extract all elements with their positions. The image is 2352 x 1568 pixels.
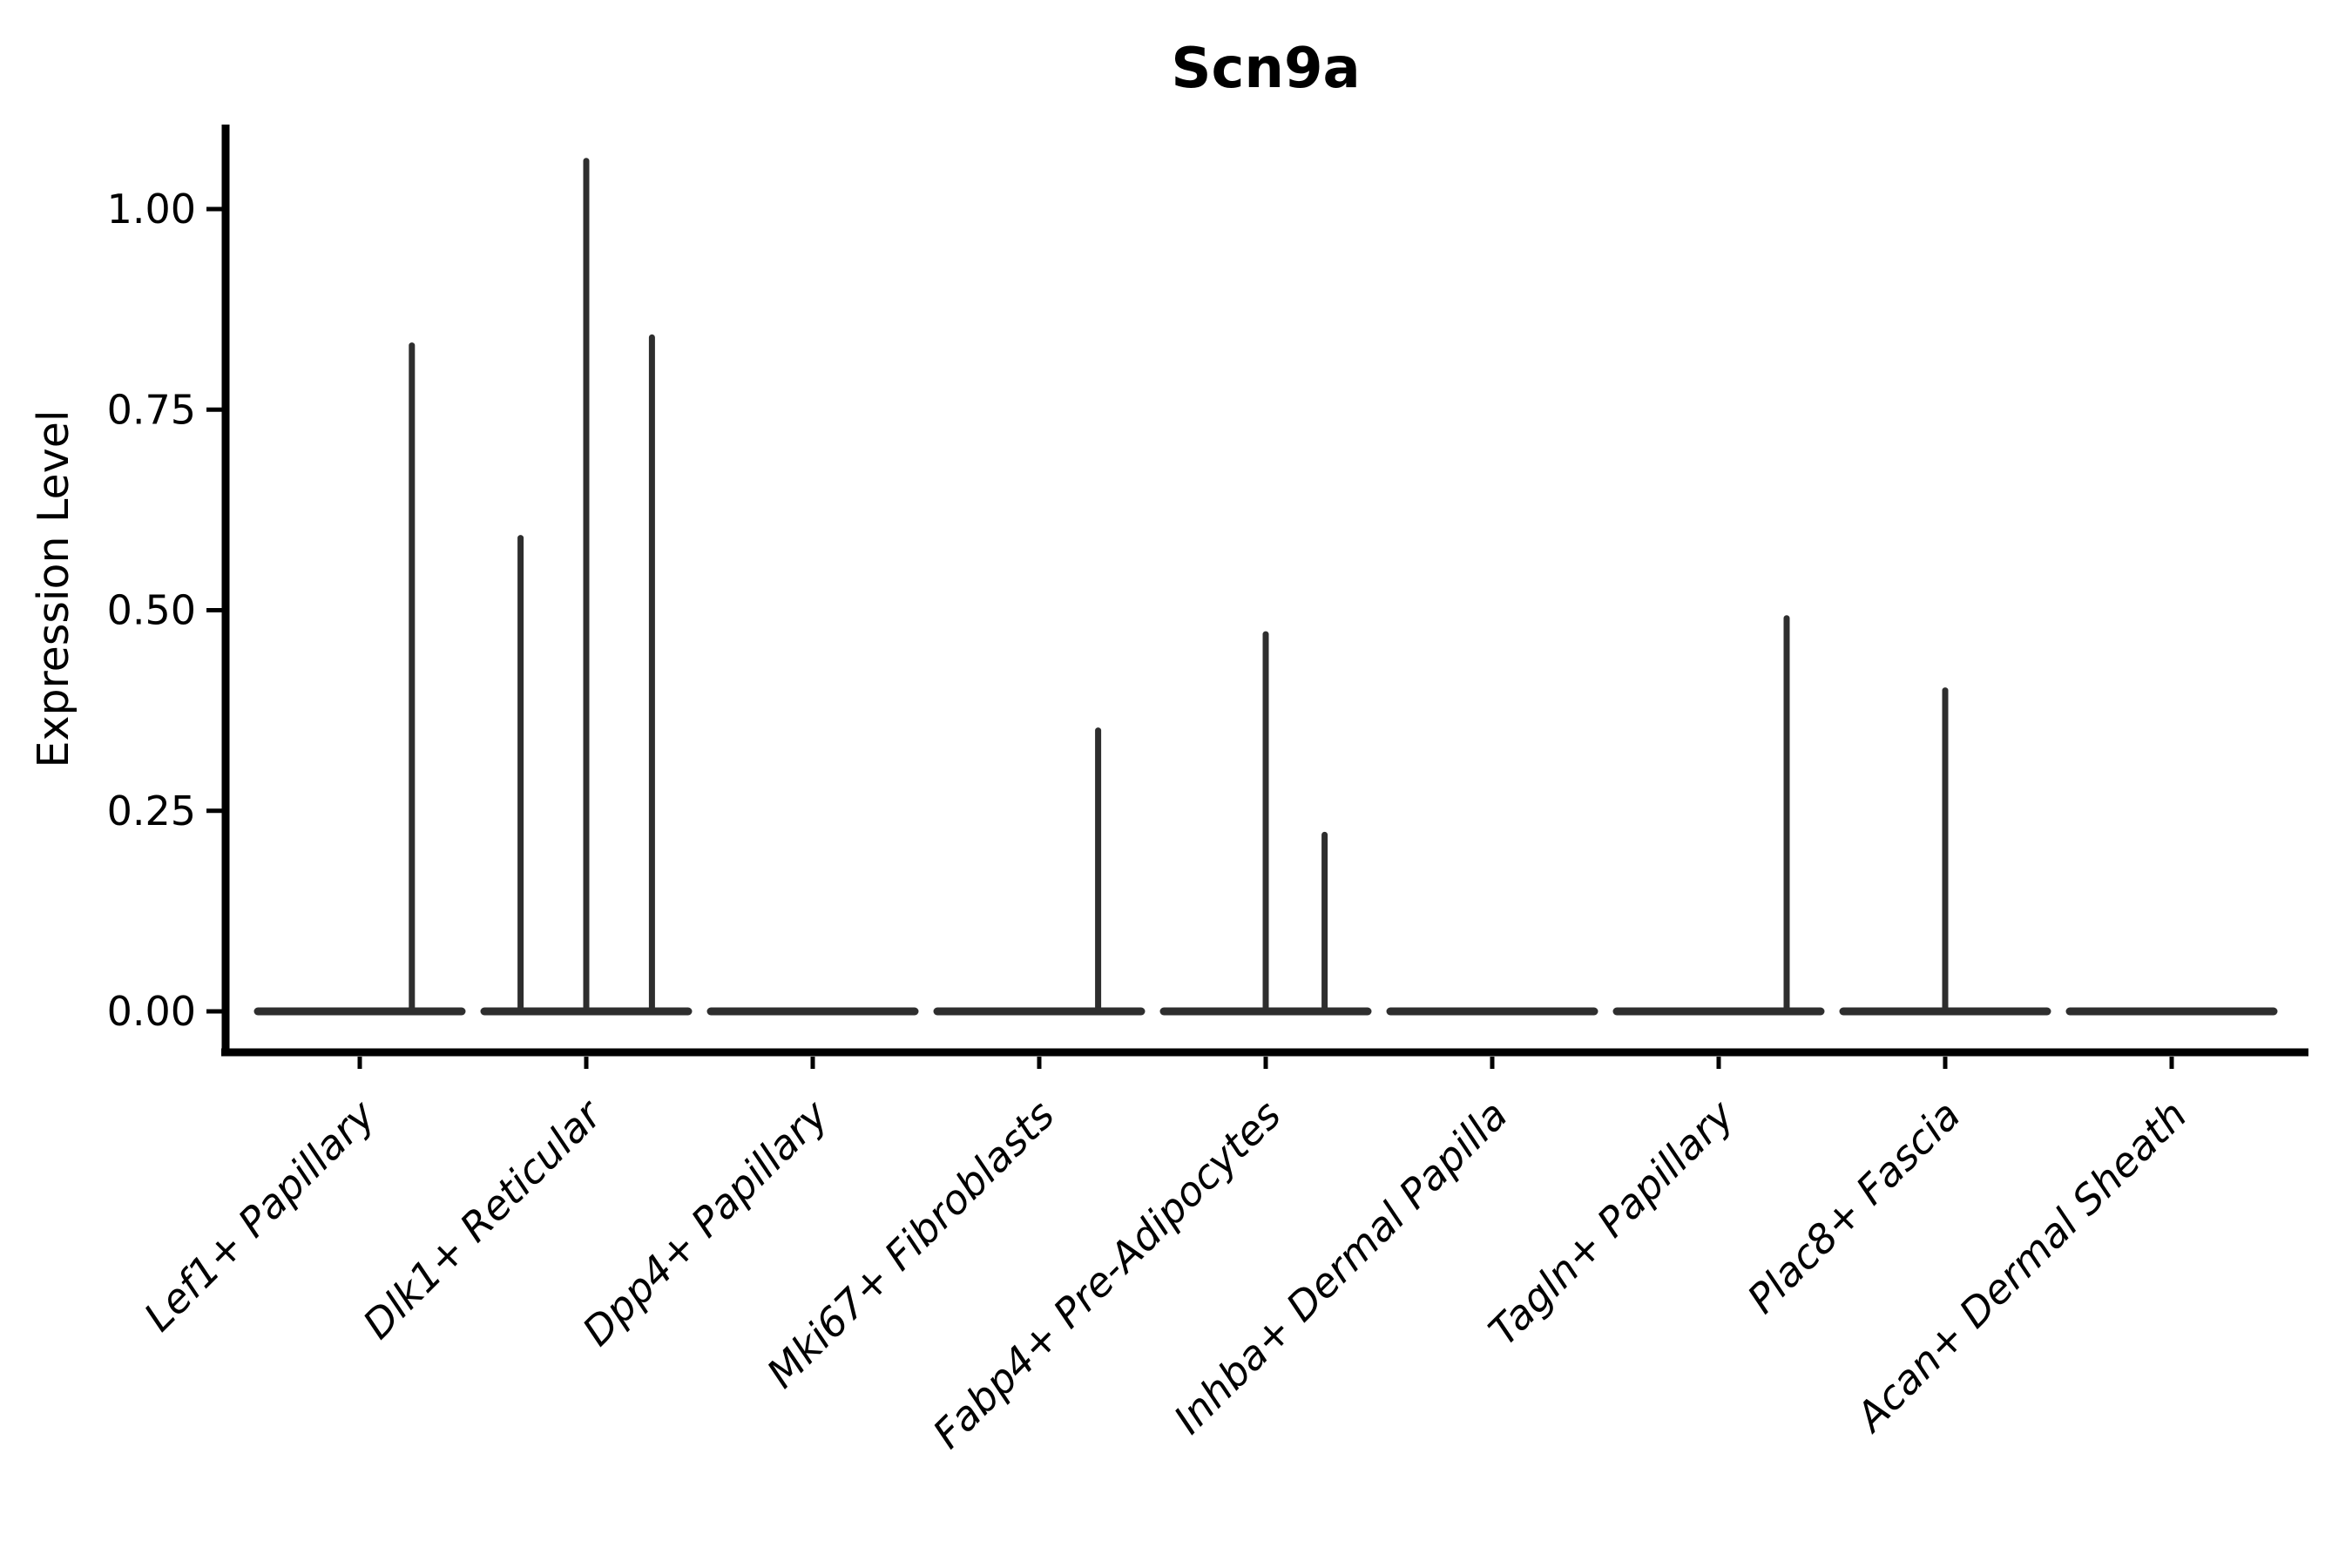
y-tick-label: 0.00 bbox=[107, 988, 196, 1035]
y-tick-label: 0.75 bbox=[107, 386, 196, 433]
category-label: Lef1+ Papillary bbox=[135, 1091, 384, 1340]
y-tick-label: 0.25 bbox=[107, 787, 196, 835]
violin bbox=[933, 727, 1146, 1016]
violin bbox=[1839, 687, 2051, 1016]
category-label: Dpp4+ Papillary bbox=[573, 1091, 837, 1355]
y-tick-label: 0.50 bbox=[107, 587, 196, 634]
violin bbox=[480, 158, 693, 1016]
violin bbox=[1159, 631, 1372, 1016]
violin bbox=[253, 342, 466, 1016]
violin bbox=[1612, 615, 1825, 1016]
violins bbox=[253, 158, 2278, 1016]
y-axis-label: Expression Level bbox=[29, 410, 78, 768]
chart-title: Scn9a bbox=[1171, 37, 1360, 101]
category-label: Dlk1+ Reticular bbox=[354, 1089, 612, 1348]
y-axis-ticks: 1.00 0.75 0.50 0.25 0.00 bbox=[107, 186, 222, 1035]
category-label: Plac8+ Fascia bbox=[1738, 1092, 1969, 1322]
category-label: Tagln+ Papillary bbox=[1479, 1091, 1743, 1355]
y-tick-label: 1.00 bbox=[107, 186, 196, 233]
